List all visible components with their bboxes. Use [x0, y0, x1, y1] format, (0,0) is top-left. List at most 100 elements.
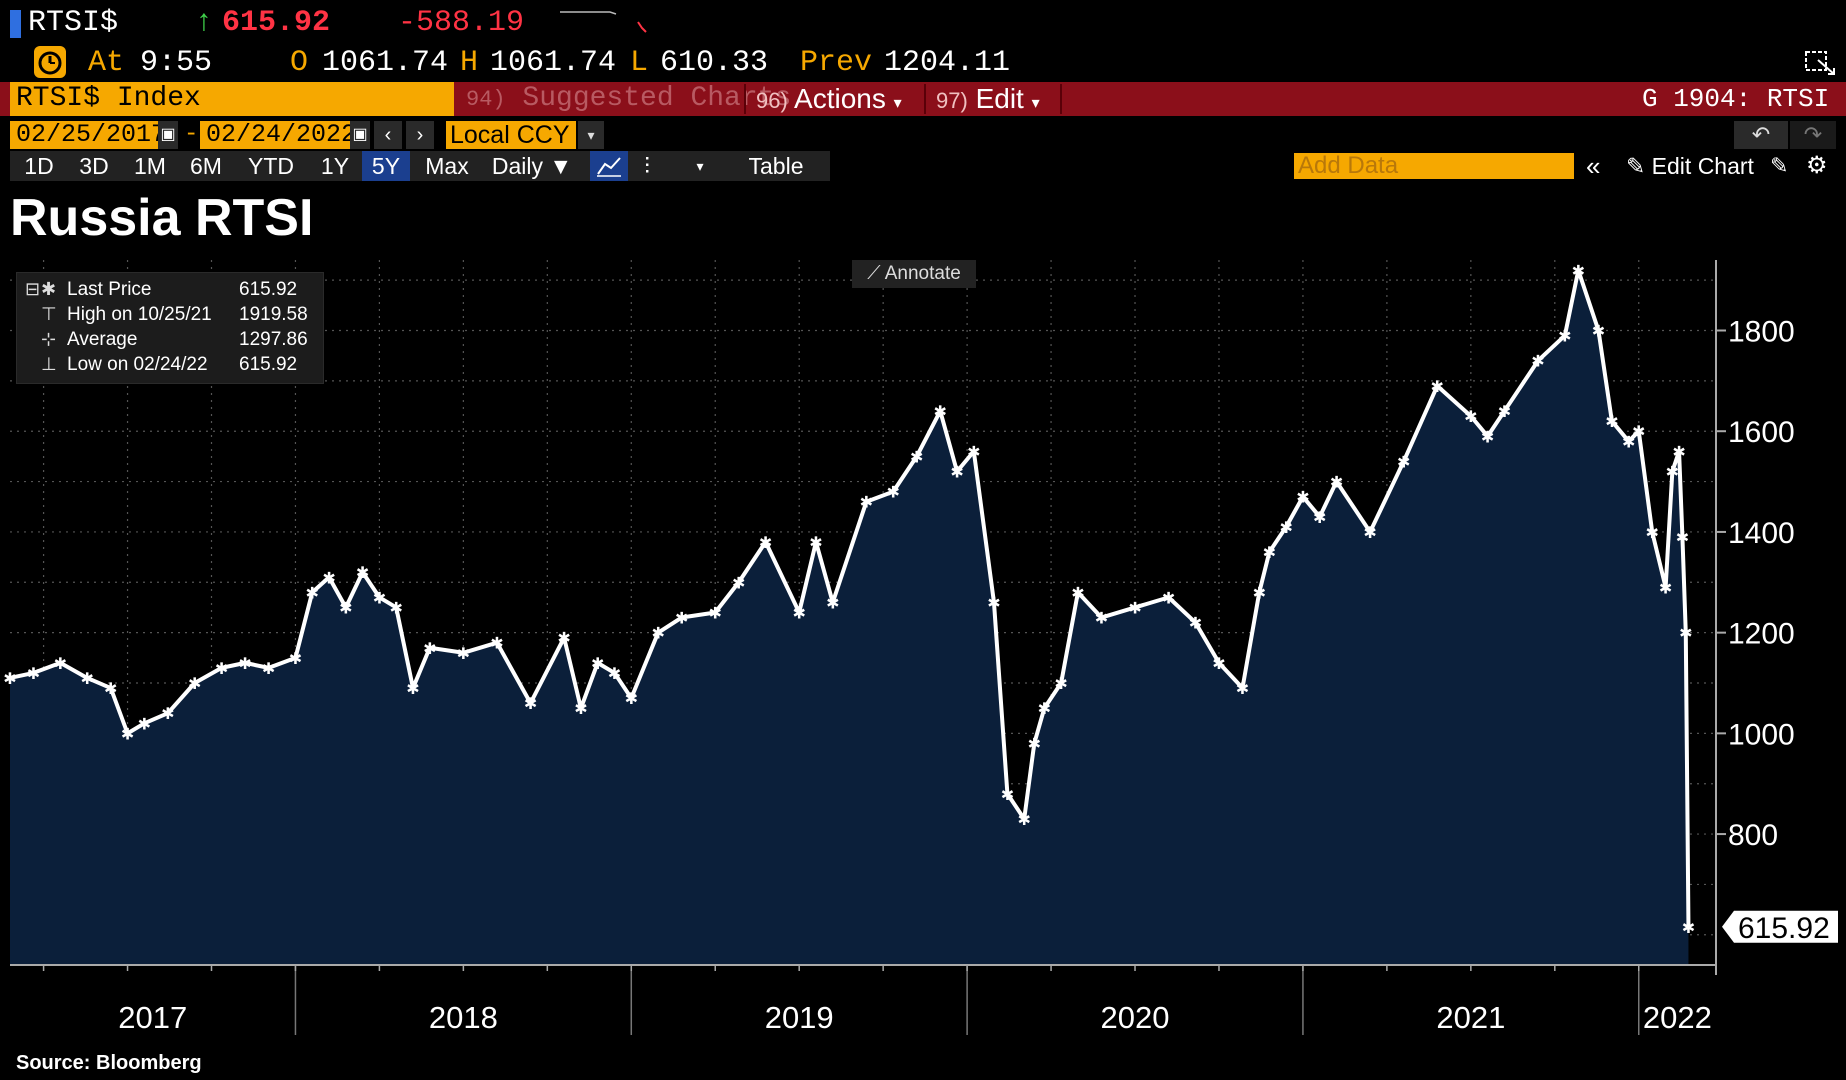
- price-marker: ✱: [826, 593, 839, 612]
- price-marker: ✱: [27, 664, 40, 683]
- redo-icon[interactable]: ↷: [1790, 121, 1836, 149]
- price-marker: ✱: [1498, 402, 1511, 421]
- currency-field[interactable]: Local CCY: [446, 121, 576, 149]
- price-marker: ✱: [373, 588, 386, 607]
- gear-icon[interactable]: ⚙: [1806, 152, 1828, 179]
- bar-chart-icon[interactable]: ⫶: [644, 153, 650, 179]
- edit-label: Edit: [975, 83, 1024, 114]
- suggested-charts-label: Suggested Charts: [522, 83, 792, 114]
- edit-layout-icon[interactable]: ✎: [1770, 153, 1789, 178]
- year-label: 2021: [1436, 1000, 1505, 1035]
- calendar-icon[interactable]: ▣: [158, 121, 178, 149]
- previous-range-button[interactable]: ‹: [374, 121, 402, 149]
- y-axis-ticks: 800 1000 1200 1400 1600 1800: [1716, 316, 1795, 852]
- quote-time: 9:55: [140, 46, 213, 80]
- high-label: H: [460, 46, 479, 80]
- y-tick-label: 1400: [1728, 517, 1795, 550]
- price-marker: ✱: [1464, 407, 1477, 426]
- price-marker: ✱: [1263, 543, 1276, 562]
- average-marker-icon: ⊹: [41, 329, 57, 349]
- add-data-input[interactable]: Add Data: [1294, 153, 1574, 179]
- price-marker: ✱: [322, 568, 335, 587]
- price-marker: ✱: [1431, 377, 1444, 396]
- year-label: 2018: [429, 1000, 498, 1035]
- frequency-select[interactable]: Daily ▼: [491, 153, 573, 179]
- high-marker-icon: ⊤: [41, 304, 57, 324]
- price-marker: ✱: [1592, 322, 1605, 341]
- price-markers: ✱ ✱ ✱ ✱ ✱ ✱ ✱ ✱ ✱ ✱ ✱ ✱ ✱ ✱ ✱ ✱ ✱ ✱ ✱ ✱ ✱ ✱ ✱ ✱ ✱ ✱ ✱ ✱ ✱ ✱ ✱ ✱ ✱ ✱ ✱ ✱ ✱ ✱ ✱ ✱…: [3, 261, 1695, 936]
- price-marker: ✱: [910, 447, 923, 466]
- y-tick-label: 1200: [1728, 618, 1795, 651]
- price-marker: ✱: [1645, 523, 1658, 542]
- collapse-square-icon[interactable]: ⊟: [25, 279, 41, 299]
- actions-number: 96): [756, 88, 788, 113]
- price-marker: ✱: [1605, 412, 1618, 431]
- legend-value: 1297.86: [239, 329, 308, 350]
- collapse-icon[interactable]: «: [1586, 151, 1601, 181]
- actions-menu[interactable]: 96) Actions ▾: [756, 82, 902, 116]
- up-arrow-icon: ↑: [195, 6, 214, 40]
- annotate-button[interactable]: ⟋ Annotate: [852, 260, 976, 288]
- menu-divider: [924, 84, 926, 114]
- line-chart-icon[interactable]: [590, 151, 628, 181]
- next-range-button[interactable]: ›: [406, 121, 434, 149]
- price-marker: ✱: [950, 463, 963, 482]
- end-date-field[interactable]: 02/24/2022: [200, 121, 356, 149]
- price-marker: ✱: [608, 664, 621, 683]
- price-marker: ✱: [557, 629, 570, 648]
- chart-title: Russia RTSI: [10, 189, 314, 247]
- price-marker: ✱: [1558, 327, 1571, 346]
- year-label: 2017: [118, 1000, 187, 1035]
- period-1d[interactable]: 1D: [24, 153, 54, 179]
- price-marker: ✱: [1531, 352, 1544, 371]
- price-marker: ✱: [262, 659, 275, 678]
- source-note: Source: Bloomberg: [16, 1052, 202, 1074]
- price-marker: ✱: [1313, 508, 1326, 527]
- price-marker: ✱: [1676, 528, 1689, 547]
- price-marker: ✱: [1397, 452, 1410, 471]
- chevron-down-icon[interactable]: ▾: [578, 121, 604, 149]
- price-marker: ✱: [887, 483, 900, 502]
- chart-area[interactable]: ✱ ✱ ✱ ✱ ✱ ✱ ✱ ✱ ✱ ✱ ✱ ✱ ✱ ✱ ✱ ✱ ✱ ✱ ✱ ✱ ✱ ✱ ✱ ✱ ✱ ✱ ✱ ✱ ✱ ✱ ✱ ✱ ✱ ✱ ✱ ✱ ✱ ✱ ✱ ✱…: [0, 250, 1846, 1050]
- suggested-charts-menu[interactable]: 94) Suggested Charts: [466, 82, 791, 116]
- legend-label: Last Price: [67, 279, 152, 300]
- price-marker: ✱: [1296, 488, 1309, 507]
- edit-menu[interactable]: 97) Edit ▾: [936, 82, 1040, 116]
- open-value: 1061.74: [322, 46, 449, 80]
- table-button[interactable]: Table: [748, 153, 804, 179]
- price-marker: ✱: [423, 639, 436, 658]
- price-marker: ✱: [1330, 473, 1343, 492]
- edit-chart-label: Edit Chart: [1651, 153, 1754, 179]
- popout-icon[interactable]: [1804, 48, 1838, 78]
- price-marker: ✱: [732, 573, 745, 592]
- edit-chart-button[interactable]: ✎ Edit Chart: [1626, 151, 1754, 181]
- last-value-label: 615.92: [1738, 912, 1830, 945]
- y-tick-label: 1800: [1728, 316, 1795, 349]
- security-field[interactable]: RTSI$ Index: [10, 82, 454, 116]
- period-ytd[interactable]: YTD: [248, 153, 294, 179]
- chevron-down-icon[interactable]: ▾: [696, 158, 704, 174]
- open-label: O: [290, 46, 309, 80]
- period-1y[interactable]: 1Y: [320, 153, 350, 179]
- period-5y[interactable]: 5Y: [362, 151, 410, 181]
- start-date-field[interactable]: 02/25/2017: [10, 121, 168, 149]
- price-marker: ✱: [457, 644, 470, 663]
- suggested-charts-number: 94): [466, 87, 506, 112]
- price-marker: ✱: [675, 609, 688, 628]
- price-marker: ✱: [1054, 674, 1067, 693]
- price-marker: ✱: [104, 679, 117, 698]
- y-tick-label: 1000: [1728, 718, 1795, 751]
- undo-icon[interactable]: ↶: [1734, 121, 1788, 149]
- last-value-box: [1722, 910, 1838, 943]
- period-3d[interactable]: 3D: [79, 153, 109, 179]
- price-marker: ✱: [1017, 810, 1030, 829]
- price-marker: ✱: [967, 442, 980, 461]
- price-marker: ✱: [138, 714, 151, 733]
- period-6m[interactable]: 6M: [190, 153, 222, 179]
- price-marker: ✱: [1001, 785, 1014, 804]
- price-marker: ✱: [759, 533, 772, 552]
- period-max[interactable]: Max: [425, 153, 469, 179]
- period-1m[interactable]: 1M: [134, 153, 166, 179]
- calendar-icon[interactable]: ▣: [350, 121, 370, 149]
- price-marker: ✱: [1481, 427, 1494, 446]
